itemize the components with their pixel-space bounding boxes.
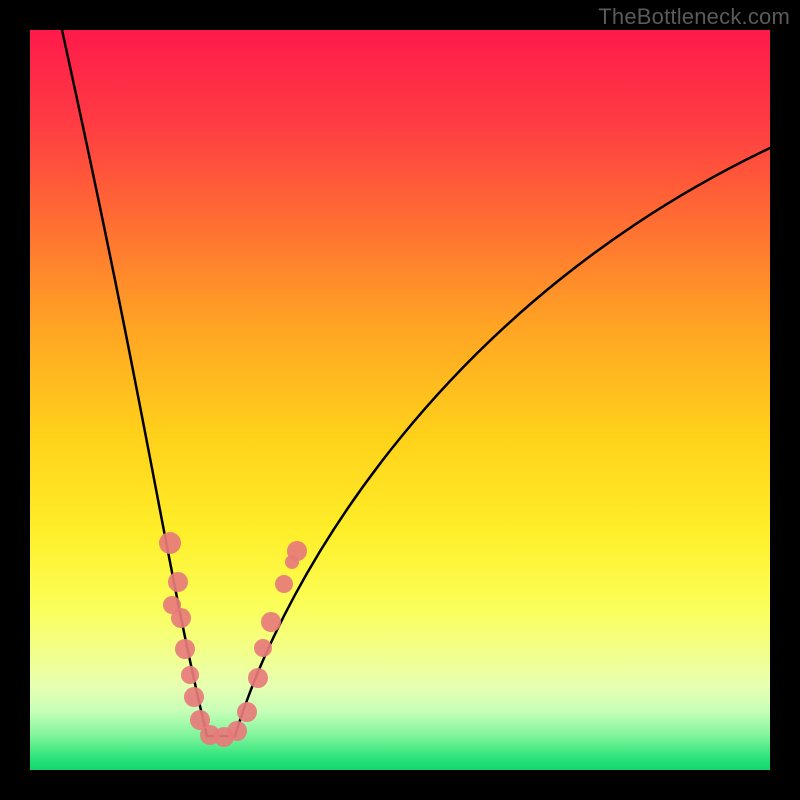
data-marker [275, 575, 293, 593]
data-marker [248, 668, 268, 688]
data-marker [181, 666, 199, 684]
data-marker [261, 612, 281, 632]
data-marker [171, 608, 191, 628]
data-marker [237, 702, 257, 722]
data-marker [254, 639, 272, 657]
chart-background [30, 30, 770, 770]
watermark-text: TheBottleneck.com [598, 4, 790, 30]
data-marker [159, 532, 181, 554]
data-marker [184, 687, 204, 707]
data-marker [175, 639, 195, 659]
data-marker [227, 721, 247, 741]
data-marker [168, 572, 188, 592]
data-marker [285, 555, 299, 569]
bottleneck-chart [0, 0, 800, 800]
